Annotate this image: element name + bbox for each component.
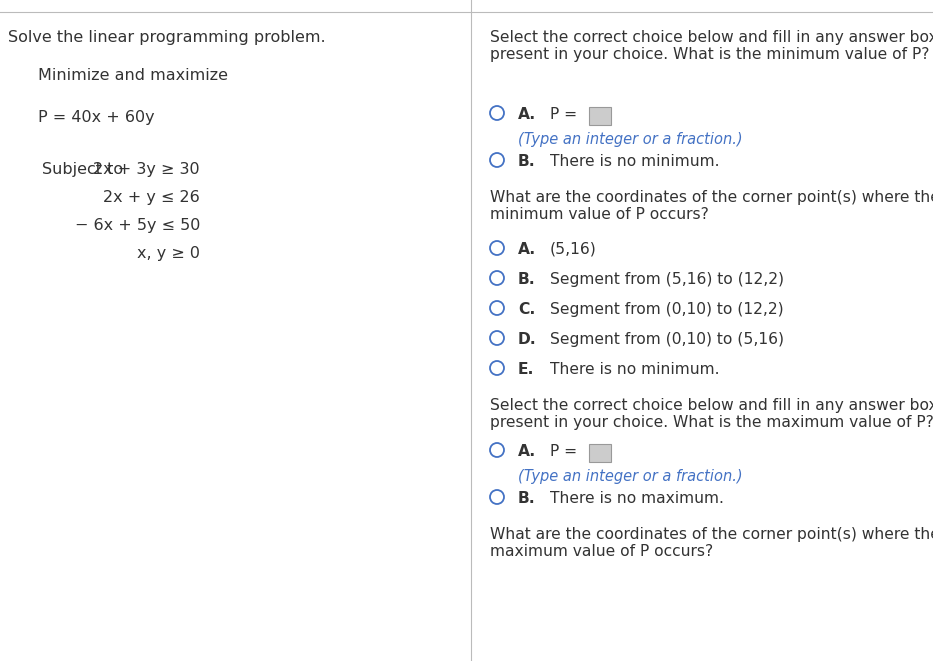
Text: B.: B. [518, 491, 536, 506]
Text: C.: C. [518, 302, 536, 317]
Text: P = 40x + 60y: P = 40x + 60y [38, 110, 155, 125]
Text: What are the coordinates of the corner point(s) where the
maximum value of P occ: What are the coordinates of the corner p… [490, 527, 933, 559]
Text: P =: P = [550, 444, 578, 459]
Text: (Type an integer or a fraction.): (Type an integer or a fraction.) [518, 132, 743, 147]
Text: Minimize and maximize: Minimize and maximize [38, 68, 228, 83]
Text: There is no maximum.: There is no maximum. [550, 491, 724, 506]
Text: Select the correct choice below and fill in any answer boxes
present in your cho: Select the correct choice below and fill… [490, 30, 933, 62]
Text: (Type an integer or a fraction.): (Type an integer or a fraction.) [518, 469, 743, 484]
Text: D.: D. [518, 332, 536, 347]
FancyBboxPatch shape [589, 444, 611, 462]
Text: A.: A. [518, 107, 536, 122]
Text: There is no minimum.: There is no minimum. [550, 154, 719, 169]
Text: Segment from (0,10) to (5,16): Segment from (0,10) to (5,16) [550, 332, 784, 347]
FancyBboxPatch shape [589, 107, 611, 125]
Text: E.: E. [518, 362, 535, 377]
Text: A.: A. [518, 242, 536, 257]
Text: There is no minimum.: There is no minimum. [550, 362, 719, 377]
Text: − 6x + 5y ≤ 50: − 6x + 5y ≤ 50 [75, 218, 200, 233]
Text: x, y ≥ 0: x, y ≥ 0 [137, 246, 200, 261]
Text: A.: A. [518, 444, 536, 459]
Text: 2x + 3y ≥ 30: 2x + 3y ≥ 30 [93, 162, 200, 177]
Text: What are the coordinates of the corner point(s) where the
minimum value of P occ: What are the coordinates of the corner p… [490, 190, 933, 222]
Text: Select the correct choice below and fill in any answer boxes
present in your cho: Select the correct choice below and fill… [490, 398, 933, 430]
Text: Subject to: Subject to [42, 162, 123, 177]
Text: P =: P = [550, 107, 578, 122]
Text: B.: B. [518, 154, 536, 169]
Text: Segment from (0,10) to (12,2): Segment from (0,10) to (12,2) [550, 302, 784, 317]
Text: (5,16): (5,16) [550, 242, 597, 257]
Text: Segment from (5,16) to (12,2): Segment from (5,16) to (12,2) [550, 272, 784, 287]
Text: Solve the linear programming problem.: Solve the linear programming problem. [8, 30, 326, 45]
Text: 2x + y ≤ 26: 2x + y ≤ 26 [104, 190, 200, 205]
Text: B.: B. [518, 272, 536, 287]
